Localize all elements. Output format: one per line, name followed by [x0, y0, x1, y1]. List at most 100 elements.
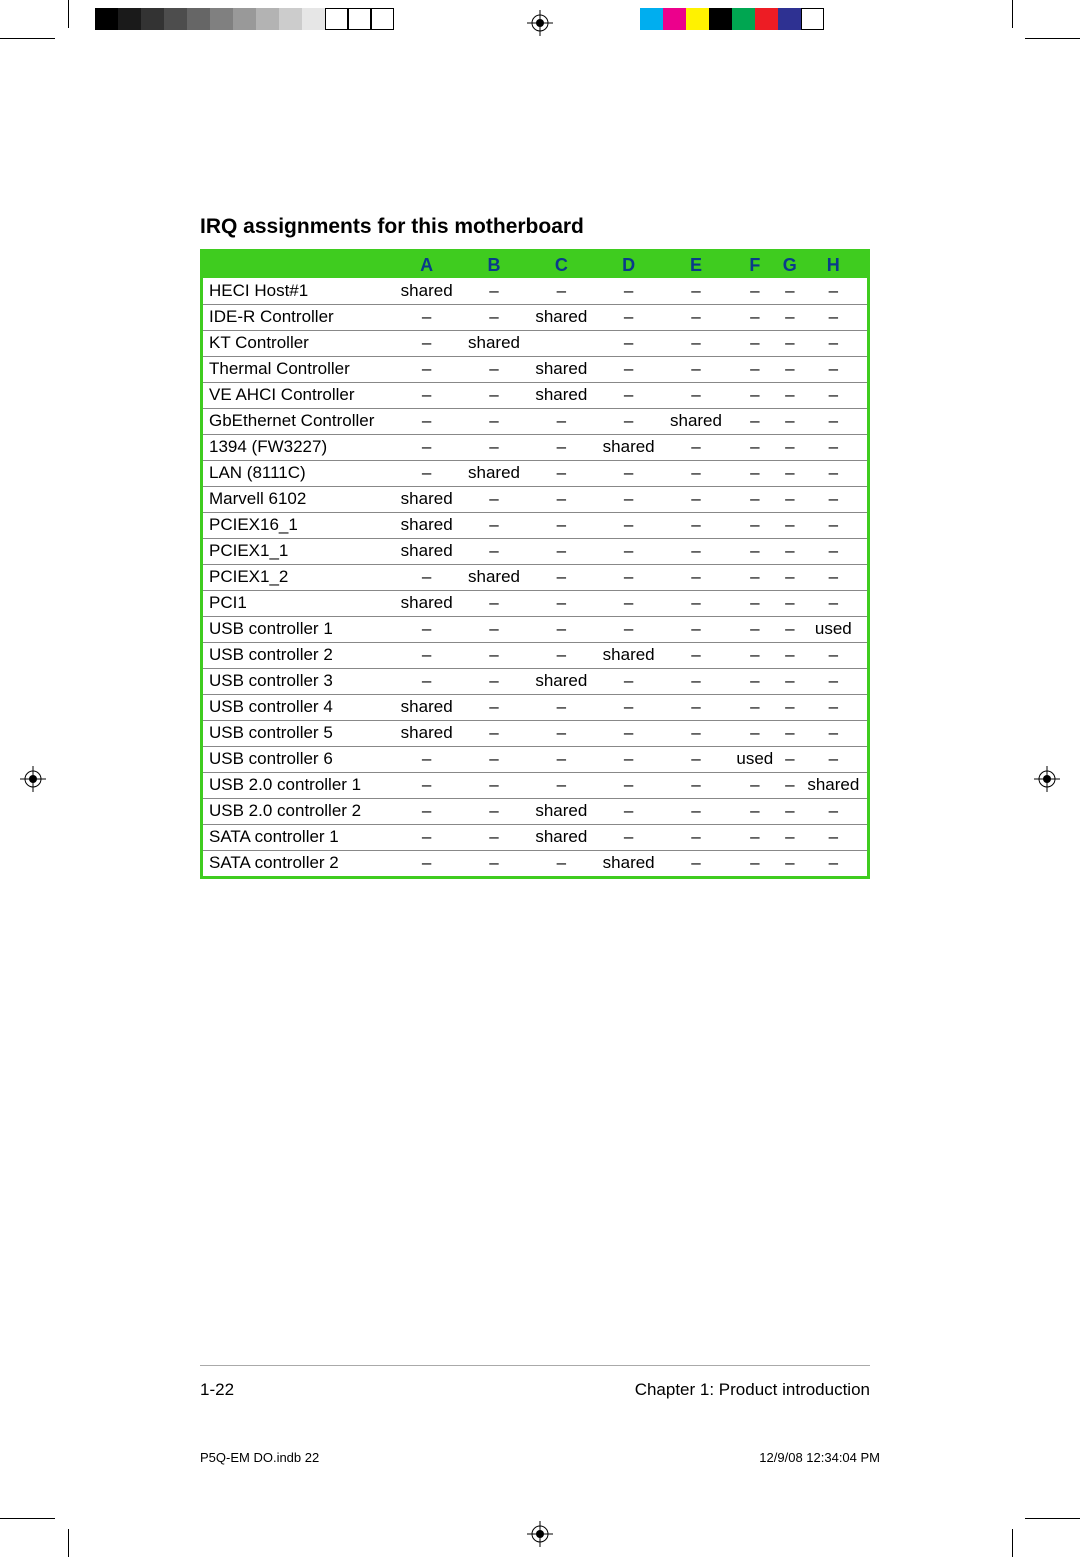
swatch [686, 8, 709, 30]
swatch [709, 8, 732, 30]
table-row: SATA controller 1––shared––––– [203, 824, 867, 850]
cell: – [780, 460, 800, 486]
cell: – [528, 512, 595, 538]
cell: shared [595, 642, 662, 668]
crop-mark [68, 0, 69, 28]
cell: – [662, 642, 729, 668]
cell: – [780, 642, 800, 668]
table-row: PCIEX1_1shared––––––– [203, 538, 867, 564]
cell: – [662, 616, 729, 642]
cell: – [595, 824, 662, 850]
swatch [233, 8, 256, 30]
crop-mark [0, 1518, 55, 1519]
swatch [348, 8, 371, 30]
row-label: HECI Host#1 [203, 278, 393, 304]
cell: – [393, 304, 460, 330]
cell: shared [460, 330, 527, 356]
table-row: USB controller 3––shared––––– [203, 668, 867, 694]
cell: – [393, 798, 460, 824]
table-row: USB controller 2–––shared–––– [203, 642, 867, 668]
table-row: USB 2.0 controller 2––shared––––– [203, 798, 867, 824]
cell: – [662, 382, 729, 408]
cell: – [780, 330, 800, 356]
table-row: USB controller 5shared––––––– [203, 720, 867, 746]
cell: shared [528, 304, 595, 330]
swatch [164, 8, 187, 30]
cell: – [595, 512, 662, 538]
row-label: USB controller 4 [203, 694, 393, 720]
crop-mark [1025, 1518, 1080, 1519]
cell: – [730, 486, 780, 512]
cell: – [460, 512, 527, 538]
page: IRQ assignments for this motherboard ABC… [70, 30, 1010, 1527]
cell: – [730, 512, 780, 538]
table-row: LAN (8111C)–shared–––––– [203, 460, 867, 486]
cell: – [595, 772, 662, 798]
cell: – [460, 720, 527, 746]
cell: – [393, 642, 460, 668]
cell: – [662, 772, 729, 798]
cell: shared [393, 486, 460, 512]
cell: – [780, 590, 800, 616]
cell: – [528, 590, 595, 616]
cell: – [800, 720, 867, 746]
cell: – [393, 356, 460, 382]
slug-file: P5Q-EM DO.indb 22 [200, 1450, 319, 1465]
table-header-row: ABCDEFGH [203, 252, 867, 278]
cell: – [595, 564, 662, 590]
cell: – [460, 798, 527, 824]
cell: – [460, 694, 527, 720]
crop-mark [1012, 1529, 1013, 1557]
cell: – [800, 434, 867, 460]
cell: – [800, 486, 867, 512]
irq-table: ABCDEFGH HECI Host#1shared–––––––IDE-R C… [203, 252, 867, 876]
cell: – [460, 538, 527, 564]
cell: – [595, 590, 662, 616]
cell: – [528, 694, 595, 720]
cell: – [662, 304, 729, 330]
crop-mark [0, 38, 55, 39]
cell: – [595, 382, 662, 408]
cell: – [800, 824, 867, 850]
swatch [95, 8, 118, 30]
row-label: VE AHCI Controller [203, 382, 393, 408]
cell: – [800, 746, 867, 772]
header-col-G: G [780, 252, 800, 278]
cell: – [780, 824, 800, 850]
row-label: USB controller 6 [203, 746, 393, 772]
row-label: PCIEX16_1 [203, 512, 393, 538]
cell: – [800, 304, 867, 330]
cell: – [800, 642, 867, 668]
footer-rule [200, 1365, 870, 1366]
swatch [755, 8, 778, 30]
swatch [302, 8, 325, 30]
table-row: PCIEX16_1shared––––––– [203, 512, 867, 538]
cell: – [460, 642, 527, 668]
cell: – [595, 330, 662, 356]
crop-mark [1025, 38, 1080, 39]
cell: – [460, 408, 527, 434]
cell: – [662, 512, 729, 538]
cell: – [780, 408, 800, 434]
swatch [325, 8, 348, 30]
cell: – [730, 798, 780, 824]
table-row: HECI Host#1shared––––––– [203, 278, 867, 304]
cell: – [528, 642, 595, 668]
cell: – [800, 668, 867, 694]
row-label: Thermal Controller [203, 356, 393, 382]
cell: – [460, 356, 527, 382]
header-col-B: B [460, 252, 527, 278]
cell: – [662, 590, 729, 616]
swatch [279, 8, 302, 30]
slug-datetime: 12/9/08 12:34:04 PM [759, 1450, 880, 1465]
cell: – [528, 850, 595, 876]
cell: – [800, 798, 867, 824]
registration-mark-icon [20, 766, 46, 792]
cell: – [393, 460, 460, 486]
row-label: IDE-R Controller [203, 304, 393, 330]
crop-mark [68, 1529, 69, 1557]
cell: – [595, 668, 662, 694]
cell: – [460, 668, 527, 694]
cell: – [800, 850, 867, 876]
cell: – [780, 538, 800, 564]
